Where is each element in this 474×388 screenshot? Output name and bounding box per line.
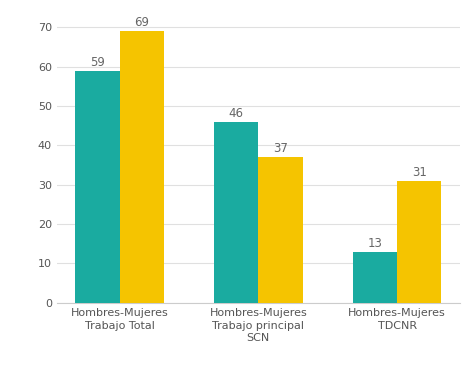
Text: 31: 31 [412, 166, 427, 179]
Bar [75, 71, 119, 303]
Bar [353, 251, 397, 303]
Bar [119, 31, 164, 303]
Text: 46: 46 [228, 107, 244, 120]
Bar [258, 157, 303, 303]
Text: 59: 59 [90, 55, 105, 69]
Text: 13: 13 [367, 237, 383, 249]
Text: 37: 37 [273, 142, 288, 155]
Bar [397, 181, 441, 303]
Bar [214, 122, 258, 303]
Text: 69: 69 [134, 16, 149, 29]
